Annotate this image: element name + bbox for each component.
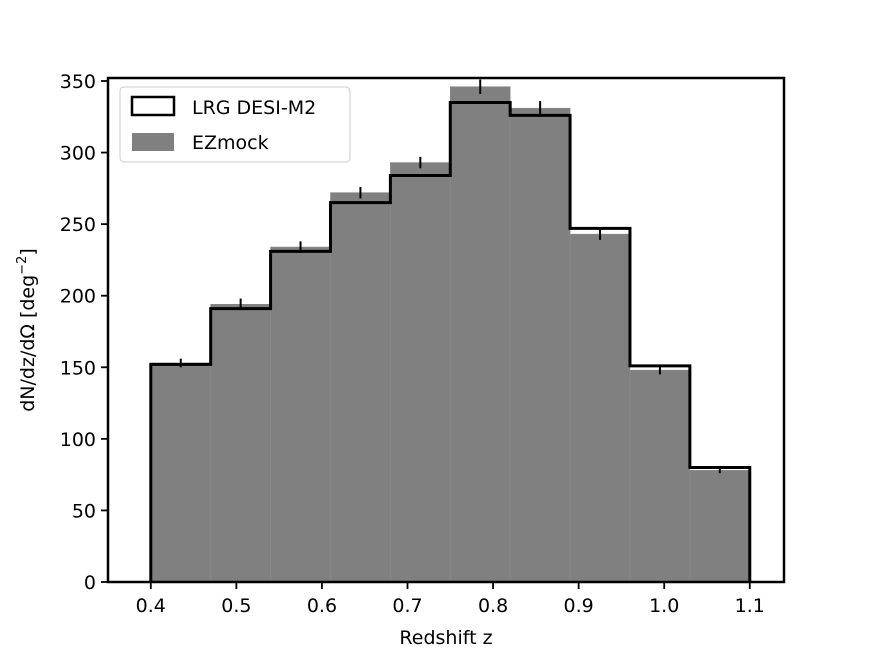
x-tick-label: 0.9	[564, 595, 594, 617]
ezmock-bar	[390, 162, 451, 583]
x-tick-label: 1.1	[735, 595, 765, 617]
ezmock-bar	[629, 369, 691, 583]
y-tick-label: 0	[84, 572, 96, 594]
y-tick-label: 50	[72, 500, 96, 522]
x-axis-ticks: 0.4 0.5 0.6 0.7 0.8 0.9 1.0 1.1	[136, 582, 765, 617]
legend-swatch-lrg	[130, 95, 176, 117]
y-axis-label-main: dN/dz/dΩ [deg	[17, 275, 39, 412]
y-tick-label: 300	[60, 143, 96, 165]
y-tick-label: 350	[60, 71, 96, 93]
legend-box	[119, 86, 351, 163]
ezmock-bar	[270, 246, 331, 583]
x-tick-label: 1.0	[649, 595, 679, 617]
y-axis-label-end: ]	[17, 248, 39, 255]
legend-swatch-ezmock	[132, 133, 174, 151]
ezmock-bar	[150, 362, 211, 583]
y-axis-label-sup: −2	[15, 256, 30, 275]
ezmock-bar	[330, 192, 391, 583]
lrg-step-line	[149, 100, 752, 582]
ezmock-bar	[689, 470, 751, 583]
x-axis-label: Redshift z	[399, 627, 492, 649]
y-axis-label: dN/dz/dΩ [deg−2]	[15, 248, 39, 412]
legend-label-lrg: LRG DESI-M2	[192, 97, 316, 119]
x-tick-label: 0.8	[478, 595, 508, 617]
ezmock-bar	[210, 304, 271, 583]
x-tick-label: 0.4	[136, 595, 166, 617]
y-tick-label: 250	[60, 214, 96, 236]
plot-frame	[106, 76, 786, 584]
y-tick-label: 100	[60, 429, 96, 451]
y-tick-label: 200	[60, 286, 96, 308]
ezmock-bars	[150, 86, 751, 583]
x-tick-label: 0.6	[307, 595, 337, 617]
legend-label-ezmock: EZmock	[192, 132, 269, 154]
x-tick-label: 0.7	[392, 595, 422, 617]
ezmock-bar	[449, 86, 511, 583]
ezmock-bar	[569, 233, 631, 583]
y-tick-label: 150	[60, 357, 96, 379]
x-tick-label: 0.5	[221, 595, 251, 617]
legend: LRG DESI-M2 EZmock	[119, 86, 351, 163]
ezmock-bar	[509, 107, 571, 583]
y-axis-ticks: 0 50 100 150 200 250 300 350	[60, 71, 108, 594]
